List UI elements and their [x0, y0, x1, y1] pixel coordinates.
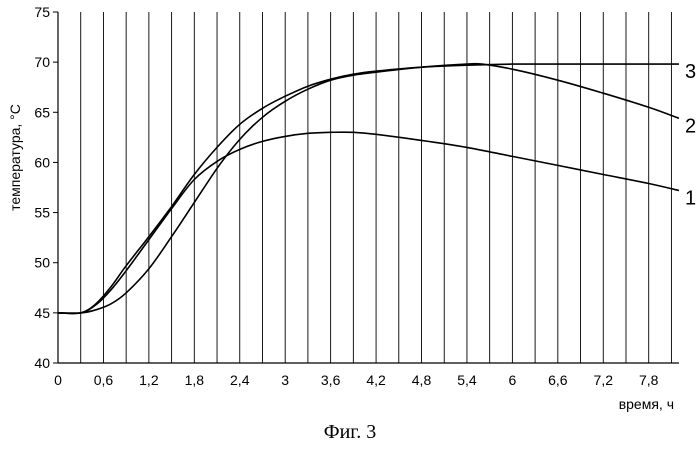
- y-tick-label: 45: [34, 305, 50, 321]
- x-ticks: 0 0,6 1,2 1,8 2,4 3 3,6 4,2 4,8 5,4 6 6,6 7,2 7,8: [54, 372, 659, 388]
- y-tick-label: 65: [34, 104, 50, 120]
- y-tick-label: 60: [34, 154, 50, 170]
- x-tick-label: 6: [508, 372, 516, 388]
- series: [58, 64, 679, 314]
- series-line-1: [58, 132, 679, 313]
- x-tick-label: 0: [54, 372, 62, 388]
- y-tick-label: 75: [34, 4, 50, 20]
- x-tick-label: 7,2: [594, 372, 614, 388]
- x-tick-label: 3,6: [321, 372, 341, 388]
- y-tick-label: 70: [34, 54, 50, 70]
- series-line-3: [58, 64, 679, 314]
- y-axis-title: температура, °С: [7, 104, 23, 211]
- series-line-2: [58, 64, 679, 314]
- y-ticks: 40 45 50 55 60 65 70 75: [34, 4, 58, 371]
- x-tick-label: 7,8: [639, 372, 659, 388]
- x-tick-label: 1,2: [139, 372, 159, 388]
- x-tick-label: 3: [281, 372, 289, 388]
- x-tick-label: 4,2: [366, 372, 386, 388]
- y-tick-label: 55: [34, 205, 50, 221]
- x-tick-label: 0,6: [94, 372, 114, 388]
- y-tick-label: 50: [34, 255, 50, 271]
- x-axis-title: время, ч: [619, 396, 674, 412]
- x-tick-label: 2,4: [230, 372, 250, 388]
- x-tick-label: 4,8: [412, 372, 432, 388]
- x-tick-label: 6,6: [548, 372, 568, 388]
- x-tick-label: 1,8: [185, 372, 205, 388]
- figure-caption: Фиг. 3: [324, 421, 376, 443]
- series-labels: 1 2 3: [685, 61, 696, 209]
- series-label-3: 3: [685, 61, 696, 83]
- x-tick-label: 5,4: [457, 372, 477, 388]
- y-tick-label: 40: [34, 355, 50, 371]
- series-label-2: 2: [685, 115, 696, 137]
- series-label-1: 1: [685, 188, 696, 210]
